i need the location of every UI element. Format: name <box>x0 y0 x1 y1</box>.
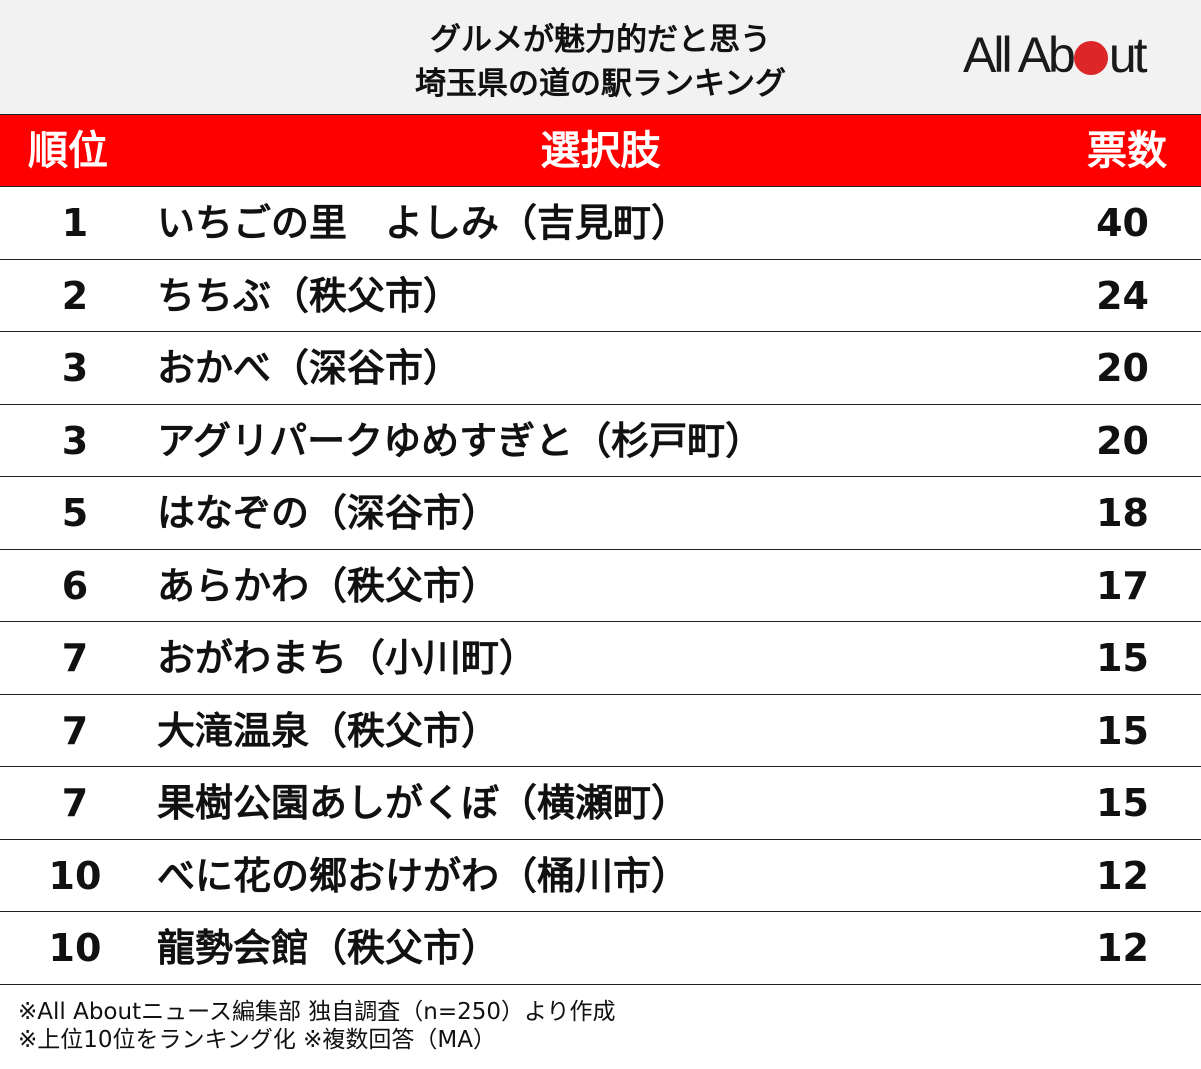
rank-cell: 5 <box>61 491 89 535</box>
rank-cell: 7 <box>61 708 89 753</box>
name-cell: いちごの里 よしみ（吉見町） <box>157 201 690 245</box>
votes-cell: 15 <box>1096 636 1149 680</box>
footnotes: ※All Aboutニュース編集部 独自調査（n=250）より作成 ※上位10位… <box>18 998 616 1054</box>
votes-cell: 20 <box>1096 418 1149 463</box>
table-row: 2 ちちぶ（秩父市） 24 <box>0 260 1201 332</box>
table-row: 5 はなぞの（深谷市） 18 <box>0 477 1201 550</box>
votes-cell: 40 <box>1096 201 1149 245</box>
column-header-choice: 選択肢 <box>540 128 661 174</box>
votes-cell: 12 <box>1096 853 1149 898</box>
rank-cell: 7 <box>61 781 89 825</box>
votes-cell: 24 <box>1096 273 1149 318</box>
rank-cell: 2 <box>61 273 89 318</box>
logo-text-left: All Ab <box>963 27 1076 83</box>
rank-cell: 1 <box>61 201 89 245</box>
table-row: 10 べに花の郷おけがわ（桶川市） 12 <box>0 840 1201 912</box>
name-cell: おかべ（深谷市） <box>157 346 462 390</box>
name-cell: あらかわ（秩父市） <box>157 563 500 608</box>
header-band: グルメが魅力的だと思う 埼玉県の道の駅ランキング All Ab ut <box>0 0 1201 114</box>
footnote-source: ※All Aboutニュース編集部 独自調査（n=250）より作成 <box>18 999 616 1025</box>
title-line-2: 埼玉県の道の駅ランキング <box>414 66 787 102</box>
rank-cell: 6 <box>61 563 89 608</box>
ranking-table-body: 1 いちごの里 よしみ（吉見町） 40 2 ちちぶ（秩父市） 24 3 おかべ（… <box>0 187 1201 985</box>
table-row: 10 龍勢会館（秩父市） 12 <box>0 912 1201 985</box>
votes-cell: 15 <box>1096 708 1149 753</box>
table-row: 7 おがわまち（小川町） 15 <box>0 622 1201 695</box>
votes-cell: 18 <box>1096 491 1149 535</box>
name-cell: おがわまち（小川町） <box>157 636 538 680</box>
title-line-1: グルメが魅力的だと思う <box>430 22 771 58</box>
name-cell: 龍勢会館（秩父市） <box>157 926 500 970</box>
table-row: 1 いちごの里 よしみ（吉見町） 40 <box>0 187 1201 260</box>
chart-title: グルメが魅力的だと思う 埼玉県の道の駅ランキング <box>0 18 1201 106</box>
votes-cell: 15 <box>1096 781 1149 825</box>
votes-cell: 20 <box>1096 346 1149 390</box>
name-cell: 果樹公園あしがくぼ（横瀬町） <box>157 781 690 825</box>
column-header-rank: 順位 <box>28 128 108 174</box>
table-row: 3 おかべ（深谷市） 20 <box>0 332 1201 405</box>
rank-cell: 10 <box>48 926 102 970</box>
table-header: 順位 選択肢 票数 <box>0 114 1201 187</box>
footnote-method: ※上位10位をランキング化 ※複数回答（MA） <box>18 1027 497 1053</box>
table-row: 7 果樹公園あしがくぼ（横瀬町） 15 <box>0 767 1201 840</box>
logo-text-right: ut <box>1108 27 1148 83</box>
all-about-logo: All Ab ut <box>963 27 1148 83</box>
column-header-votes: 票数 <box>1087 128 1167 174</box>
name-cell: はなぞの（深谷市） <box>157 491 500 535</box>
rank-cell: 7 <box>61 636 89 680</box>
name-cell: べに花の郷おけがわ（桶川市） <box>157 853 690 898</box>
votes-cell: 12 <box>1096 926 1149 970</box>
name-cell: 大滝温泉（秩父市） <box>157 708 500 753</box>
table-row: 6 あらかわ（秩父市） 17 <box>0 550 1201 622</box>
rank-cell: 3 <box>61 346 89 390</box>
rank-cell: 10 <box>48 853 102 898</box>
name-cell: ちちぶ（秩父市） <box>157 273 462 318</box>
table-row: 7 大滝温泉（秩父市） 15 <box>0 695 1201 767</box>
table-row: 3 アグリパークゆめすぎと（杉戸町） 20 <box>0 405 1201 477</box>
rank-cell: 3 <box>61 418 89 463</box>
logo-red-dot-icon <box>1073 41 1108 75</box>
votes-cell: 17 <box>1096 563 1149 608</box>
name-cell: アグリパークゆめすぎと（杉戸町） <box>157 418 764 463</box>
